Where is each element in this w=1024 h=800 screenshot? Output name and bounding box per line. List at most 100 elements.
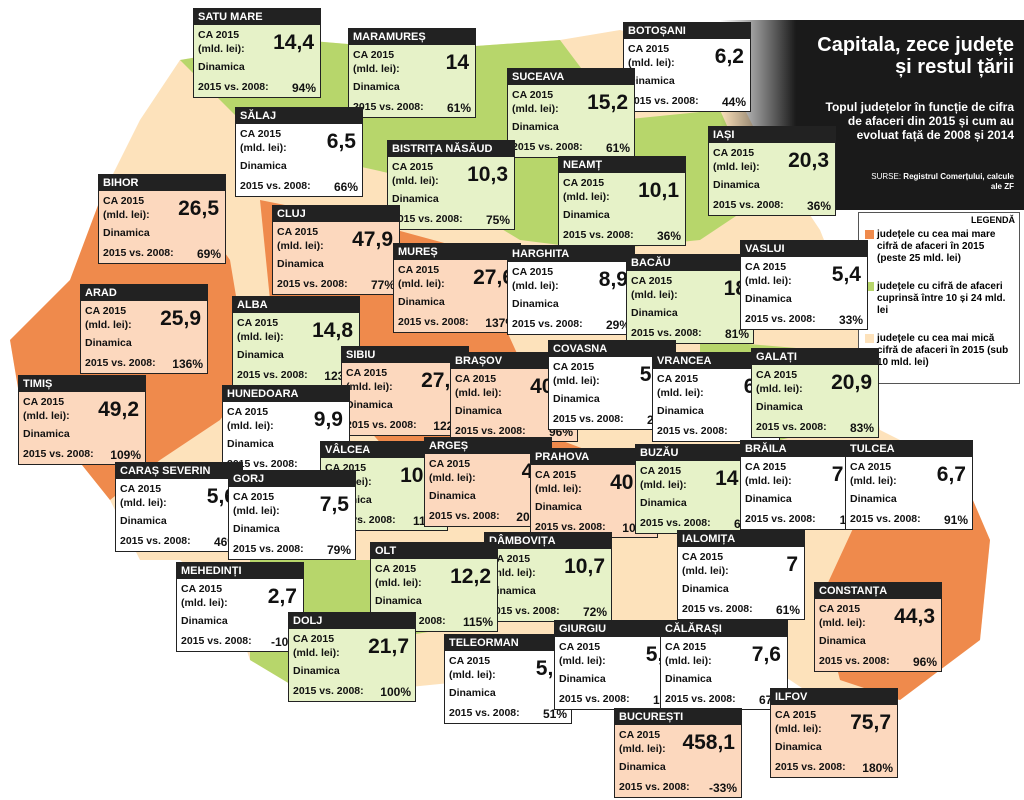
ca-value: 14,8 — [312, 319, 353, 342]
label-dyn: Dinamica — [628, 75, 675, 87]
dynamic-value: -33% — [708, 781, 737, 795]
county-name: VRANCEA — [653, 353, 779, 369]
title-line: Capitala, zece județe — [817, 34, 1014, 56]
label-dyn: Dinamica — [455, 405, 502, 417]
county-name: BOTOȘANI — [624, 23, 750, 39]
county-card: BOTOȘANI CA 2015 (mld. lei): Dinamica 2015 v… — [623, 22, 751, 112]
county-name: VASLUI — [741, 241, 867, 257]
county-card: VASLUI CA 2015 (mld. lei): Dinamica 2015 vs.… — [740, 240, 868, 330]
label-period: 2015 vs. 2008: — [745, 513, 816, 525]
label-ca: CA 2015 — [713, 147, 755, 159]
label-ca: CA 2015 — [850, 461, 892, 473]
dynamic-value: 61% — [446, 101, 471, 115]
county-card: DOLJ CA 2015 (mld. lei): Dinamica 2015 vs. 2… — [288, 612, 416, 702]
county-name: CĂLĂRAȘI — [661, 621, 787, 637]
county-card: MUREȘ CA 2015 (mld. lei): Dinamica 2015 vs. … — [393, 243, 521, 333]
ca-value: 21,7 — [368, 635, 409, 658]
county-name: TELEORMAN — [445, 635, 571, 651]
county-name: CONSTANȚA — [815, 583, 941, 599]
label-unit: (mld. lei): — [559, 655, 606, 667]
legend: LEGENDĂ județele cu cea mai mare cifră d… — [858, 212, 1020, 384]
label-dyn: Dinamica — [120, 515, 167, 527]
county-name: BUCUREȘTI — [615, 709, 741, 725]
county-name: MARAMUREȘ — [349, 29, 475, 45]
label-period: 2015 vs. 2008: — [237, 369, 308, 381]
ca-value: 7,6 — [751, 643, 781, 666]
ca-value: 458,1 — [682, 731, 735, 754]
legend-swatch — [865, 334, 874, 343]
label-period: 2015 vs. 2008: — [293, 685, 364, 697]
label-unit: (mld. lei): — [237, 331, 284, 343]
county-name: ILFOV — [771, 689, 897, 705]
county-name: VÂLCEA — [321, 442, 447, 458]
county-name: GIURGIU — [555, 621, 681, 637]
label-unit: (mld. lei): — [665, 655, 712, 667]
label-ca: CA 2015 — [619, 729, 661, 741]
label-dyn: Dinamica — [85, 337, 132, 349]
label-period: 2015 vs. 2008: — [198, 81, 269, 93]
label-unit: (mld. lei): — [375, 577, 422, 589]
label-dyn: Dinamica — [745, 293, 792, 305]
label-ca: CA 2015 — [233, 491, 275, 503]
sources: SURSE: Registrul Comerțului, calcule ale… — [864, 172, 1014, 192]
dynamic-value: 36% — [806, 199, 831, 213]
county-card: HARGHITA CA 2015 (mld. lei): Dinamica 2015 v… — [507, 245, 635, 335]
ca-value: 44,3 — [894, 605, 935, 628]
county-name: ARAD — [81, 285, 207, 301]
label-period: 2015 vs. 2008: — [85, 357, 156, 369]
label-unit: (mld. lei): — [535, 483, 582, 495]
ca-value: 15,2 — [587, 91, 628, 114]
county-card: BACĂU CA 2015 (mld. lei): Dinamica 2015 vs. … — [626, 254, 754, 344]
label-dyn: Dinamica — [449, 687, 496, 699]
label-period: 2015 vs. 2008: — [756, 421, 827, 433]
label-ca: CA 2015 — [237, 317, 279, 329]
label-unit: (mld. lei): — [85, 319, 132, 331]
label-dyn: Dinamica — [293, 665, 340, 677]
label-dyn: Dinamica — [277, 258, 324, 270]
label-unit: (mld. lei): — [240, 142, 287, 154]
label-dyn: Dinamica — [563, 209, 610, 221]
county-card: BUCUREȘTI CA 2015 (mld. lei): Dinamica 2015 … — [614, 708, 742, 798]
county-card: CARAȘ SEVERIN CA 2015 (mld. lei): Dinamica 2… — [115, 462, 243, 552]
label-unit: (mld. lei): — [628, 57, 675, 69]
label-unit: (mld. lei): — [346, 381, 393, 393]
county-name: BRAȘOV — [451, 353, 577, 369]
county-card: BISTRIȚA NĂSĂUD CA 2015 (mld. lei): Dinamic… — [387, 140, 515, 230]
county-name: IALOMIȚA — [678, 531, 804, 547]
county-card: ILFOV CA 2015 (mld. lei): Dinamica 2015 vs. … — [770, 688, 898, 778]
legend-item: județele cu cea mai mare cifră de afacer… — [865, 229, 1011, 265]
label-period: 2015 vs. 2008: — [23, 448, 94, 460]
label-unit: (mld. lei): — [775, 723, 822, 735]
legend-swatch — [865, 230, 874, 239]
label-ca: CA 2015 — [657, 373, 699, 385]
dynamic-value: 51% — [542, 707, 567, 721]
ca-value: 5,4 — [831, 263, 861, 286]
label-unit: (mld. lei): — [353, 63, 400, 75]
ca-value: 25,9 — [160, 307, 201, 330]
county-card: GORJ CA 2015 (mld. lei): Dinamica 2015 vs. 2… — [228, 470, 356, 560]
ca-value: 2,7 — [267, 585, 297, 608]
county-name: DOLJ — [289, 613, 415, 629]
county-name: TIMIȘ — [19, 376, 145, 392]
label-ca: CA 2015 — [631, 275, 673, 287]
label-dyn: Dinamica — [713, 179, 760, 191]
ca-value: 49,2 — [98, 398, 139, 421]
label-dyn: Dinamica — [240, 160, 287, 172]
label-dyn: Dinamica — [535, 501, 582, 513]
label-period: 2015 vs. 2008: — [346, 419, 417, 431]
county-name: MUREȘ — [394, 244, 520, 260]
label-ca: CA 2015 — [756, 369, 798, 381]
legend-text: județele cu cifră de afaceri cuprinsă în… — [877, 281, 1006, 316]
dynamic-value: 69% — [196, 247, 221, 261]
label-ca: CA 2015 — [198, 29, 240, 41]
label-period: 2015 vs. 2008: — [535, 521, 606, 533]
title-line: și restul țării — [895, 56, 1014, 78]
county-card: IAȘI CA 2015 (mld. lei): Dinamica 2015 vs. 2… — [708, 126, 836, 216]
label-ca: CA 2015 — [682, 551, 724, 563]
label-ca: CA 2015 — [665, 641, 707, 653]
county-card: TELEORMAN CA 2015 (mld. lei): Dinamica 2015 … — [444, 634, 572, 724]
ca-value: 27,6 — [473, 266, 514, 289]
ca-value: 75,7 — [850, 711, 891, 734]
dynamic-value: 72% — [582, 605, 607, 619]
label-period: 2015 vs. 2008: — [745, 313, 816, 325]
